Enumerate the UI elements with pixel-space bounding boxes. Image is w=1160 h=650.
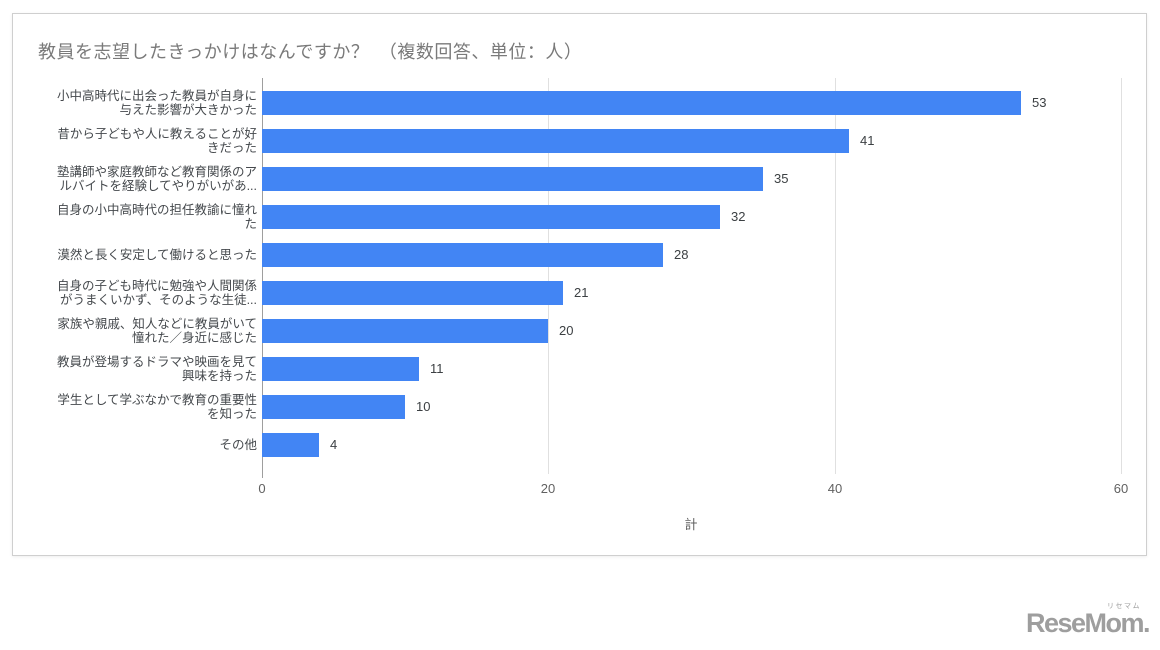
bar [262, 433, 319, 457]
gridline-40 [835, 78, 836, 474]
value-label: 32 [731, 209, 746, 224]
bar [262, 91, 1021, 115]
gridline-60 [1121, 78, 1122, 474]
resemom-logo-ruby: リセマム [1107, 603, 1141, 610]
category-label: 学生として学ぶなかで教育の重要性 を知った [57, 393, 257, 421]
value-label: 10 [416, 399, 431, 414]
axis-baseline [262, 78, 263, 478]
value-label: 53 [1032, 95, 1047, 110]
category-label: 小中高時代に出会った教員が自身に 与えた影響が大きかった [56, 89, 257, 117]
value-label: 41 [860, 133, 875, 148]
value-label: 4 [330, 437, 338, 452]
category-label: 自身の小中高時代の担任教諭に憧れ た [56, 203, 257, 231]
resemom-logo: リセマム ReseMom. [1025, 601, 1151, 638]
bar [262, 357, 419, 381]
x-axis-title: 計 [684, 517, 698, 532]
x-tick-label-60: 60 [1113, 481, 1129, 496]
bar [262, 281, 563, 305]
bar [262, 395, 405, 419]
bar [262, 205, 720, 229]
value-label: 21 [574, 285, 589, 300]
bar [262, 319, 548, 343]
bar [262, 243, 663, 267]
resemom-logo-text: ReseMom. [1025, 608, 1151, 638]
x-tick-label-0: 0 [258, 481, 266, 496]
value-label: 20 [559, 323, 574, 338]
value-label: 11 [430, 361, 444, 376]
chart-title: 教員を志望したきっかけはなんですか？ （複数回答、単位：人） [38, 42, 583, 62]
category-label: 昔から子どもや人に教えることが好 きだった [57, 127, 257, 155]
gridline-20 [548, 78, 549, 474]
value-label: 28 [674, 247, 689, 262]
category-label: 家族や親戚、知人などに教員がいて 憧れた／身近に感じた [57, 317, 257, 345]
category-label: 自身の子ども時代に勉強や人間関係 がうまくいかず、そのような生徒... [56, 279, 257, 307]
bar [262, 167, 763, 191]
value-label: 35 [774, 171, 789, 186]
category-label: その他 [219, 438, 257, 452]
bar [262, 129, 849, 153]
category-label: 塾講師や家庭教師など教育関係のア ルバイトを経験してやりがいがあ... [56, 165, 257, 193]
x-tick-label-40: 40 [827, 481, 843, 496]
category-label: 教員が登場するドラマや映画を見て 興味を持った [56, 355, 257, 383]
category-label: 漠然と長く安定して働けると思った [57, 248, 257, 262]
x-tick-label-20: 20 [540, 481, 556, 496]
